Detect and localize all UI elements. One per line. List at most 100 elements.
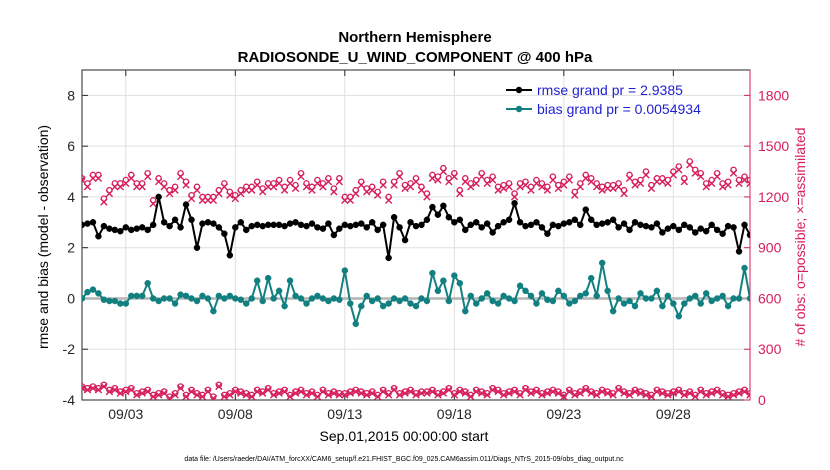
bias-point [478,295,485,302]
bias-point [686,295,694,302]
assimilated_low-point [133,391,141,399]
assimilated-point [675,166,683,174]
rmse-point [133,225,141,232]
bias-point [741,264,748,272]
assimilated_low-point [549,387,557,396]
marker-stroke [818,177,824,183]
assimilated-point [176,172,185,181]
marker-stroke [215,189,223,198]
marker-stroke [138,183,146,191]
y-tick-label-right: 1500 [758,138,789,154]
rmse-point [199,220,206,227]
assimilated-point [144,172,152,181]
assimilated-point [89,174,97,183]
possible-point [758,181,763,186]
marker-stroke [647,184,656,193]
assimilated-point [269,183,278,191]
assimilated_low-point [401,389,409,397]
marker-stroke [769,393,775,399]
bias-point [248,295,255,302]
bias-point [396,297,403,305]
assimilated_low-point [111,386,119,394]
rmse-point [494,222,502,230]
rmse-point [188,216,195,224]
assimilated-point [417,186,426,194]
assimilated_low-point [324,391,333,399]
marker-stroke [160,389,168,397]
marker-stroke [774,388,780,394]
assimilated-point [450,172,459,181]
bias-point [166,295,173,302]
assimilated-point [111,183,119,191]
marker-stroke [423,193,431,201]
rmse-point [95,233,102,240]
assimilated_low-point [357,389,365,397]
y-tick-label-left: 4 [67,189,75,205]
marker-stroke [116,183,125,191]
series-assimilated_low [82,382,819,400]
assimilated-point [226,191,234,199]
rmse-point [445,213,453,221]
assimilated-point [253,181,261,189]
bias-point [243,300,250,307]
assimilated_low-point [450,391,459,399]
rmse-point [664,225,672,232]
rmse-point [708,221,715,229]
bias-point [456,279,464,287]
assimilated_low-point [494,387,502,396]
bias-point [538,290,546,297]
rmse-point [368,219,376,226]
bias-point [379,302,387,310]
rmse-point [642,222,650,230]
rmse-point [237,219,245,226]
bias-point [237,296,245,303]
assimilated_low-point [807,392,813,398]
assimilated-point [571,191,579,199]
bias-point [171,300,179,307]
assimilated-point [713,172,721,181]
marker-stroke [691,169,699,177]
bias-point [637,290,644,297]
bias-point [462,307,469,315]
possible_low-point [808,391,813,396]
assimilated-point [363,188,371,196]
bias-point [724,302,732,310]
y-tick-label-right: 1200 [758,189,789,205]
rmse-point [752,222,758,228]
bias-point [440,277,447,284]
assimilated_low-point [176,384,185,392]
marker-stroke [258,389,267,397]
rmse-point [544,230,551,237]
bias-point [193,297,201,305]
marker-stroke [521,181,530,189]
rmse-point [598,220,606,227]
marker-stroke [582,386,590,394]
assimilated_low-point [813,388,819,394]
marker-stroke [625,391,634,399]
assimilated_low-point [499,391,508,399]
marker-stroke [554,389,563,397]
assimilated_low-point [83,386,92,394]
marker-stroke [149,199,157,208]
assimilated_low-point [620,389,628,397]
marker-stroke [176,384,185,392]
assimilated-point [686,161,694,169]
rmse-point [746,231,750,239]
rmse-point [248,222,255,230]
assimilated_low-point [631,387,639,396]
marker-stroke [620,389,628,397]
bias-point [522,287,529,295]
assimilated_low-point [785,383,791,389]
assimilated_low-point [275,389,283,397]
assimilated_low-point [105,387,114,396]
assimilated-point [390,181,398,189]
marker-stroke [187,194,196,203]
possible_low-point [775,387,780,392]
rmse-point [807,210,813,216]
assimilated-point [94,174,103,183]
rmse-point [171,216,179,224]
assimilated_low-point [291,389,300,397]
rmse-point [681,221,688,229]
marker-stroke [813,195,819,201]
marker-stroke [105,189,114,198]
